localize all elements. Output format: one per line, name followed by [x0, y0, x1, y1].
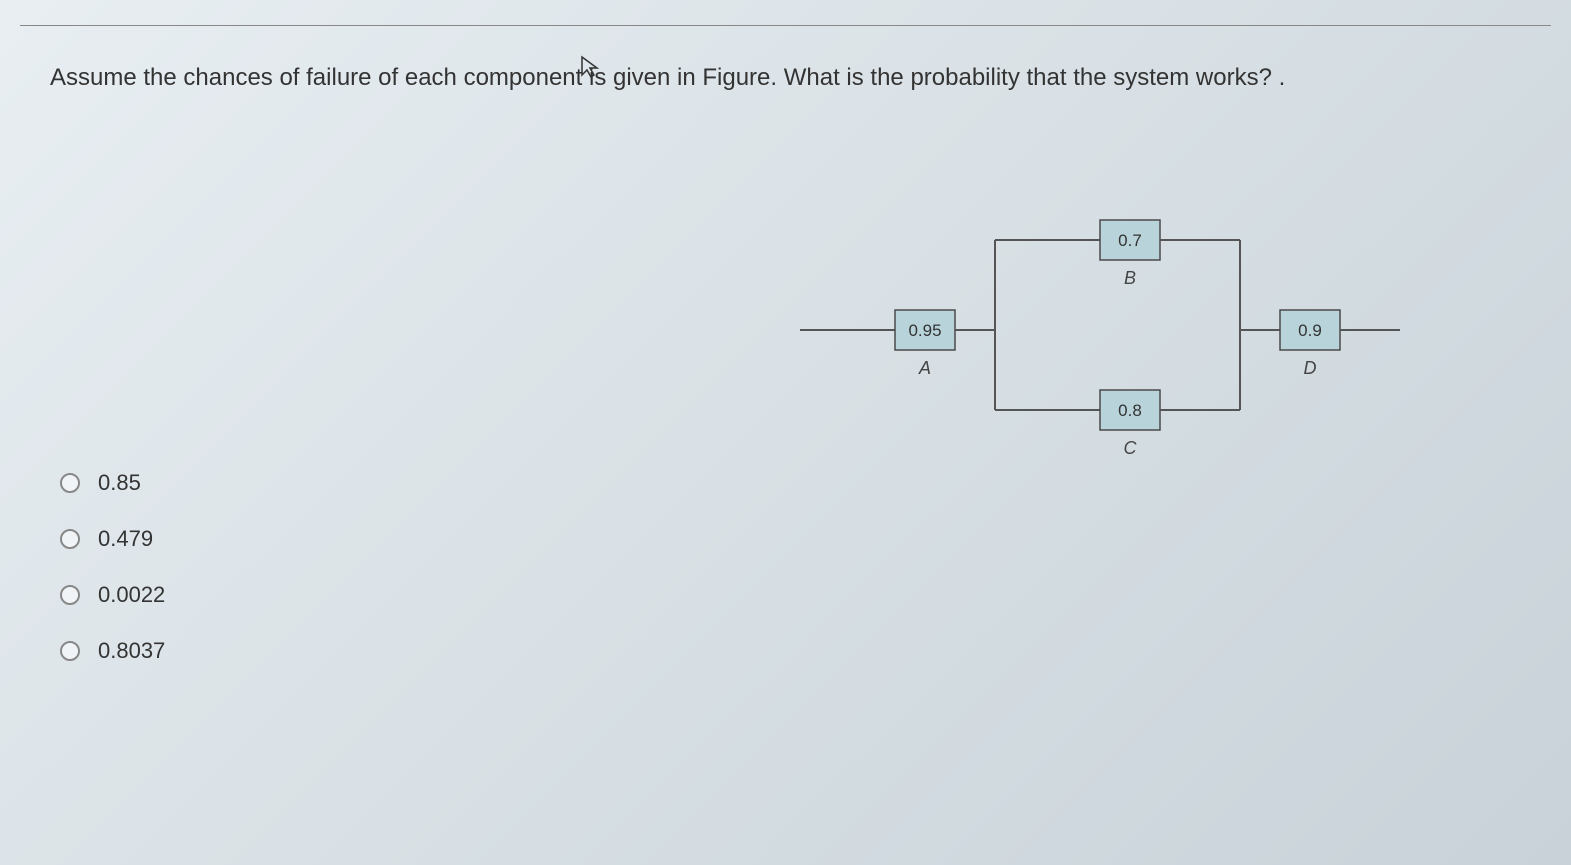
diagram-svg: 0.95 A 0.7 B 0.8 C 0.9 D	[800, 180, 1450, 480]
svg-text:0.8: 0.8	[1118, 401, 1142, 420]
radio-icon	[60, 473, 80, 493]
svg-text:B: B	[1124, 268, 1136, 288]
option-label: 0.85	[98, 470, 141, 496]
radio-icon	[60, 585, 80, 605]
cursor-icon	[578, 55, 602, 79]
option-1[interactable]: 0.85	[60, 470, 165, 496]
page-container: Assume the chances of failure of each co…	[0, 0, 1571, 865]
svg-text:A: A	[918, 358, 931, 378]
option-4[interactable]: 0.8037	[60, 638, 165, 664]
option-label: 0.8037	[98, 638, 165, 664]
radio-icon	[60, 529, 80, 549]
radio-icon	[60, 641, 80, 661]
option-label: 0.479	[98, 526, 153, 552]
option-3[interactable]: 0.0022	[60, 582, 165, 608]
option-2[interactable]: 0.479	[60, 526, 165, 552]
svg-text:0.9: 0.9	[1298, 321, 1322, 340]
svg-text:0.95: 0.95	[908, 321, 941, 340]
question-text: Assume the chances of failure of each co…	[50, 60, 1521, 96]
svg-text:C: C	[1124, 438, 1138, 458]
reliability-diagram: 0.95 A 0.7 B 0.8 C 0.9 D	[800, 180, 1450, 480]
svg-text:0.7: 0.7	[1118, 231, 1142, 250]
option-label: 0.0022	[98, 582, 165, 608]
answer-options: 0.85 0.479 0.0022 0.8037	[60, 470, 165, 694]
svg-text:D: D	[1304, 358, 1317, 378]
divider-line	[20, 25, 1551, 26]
